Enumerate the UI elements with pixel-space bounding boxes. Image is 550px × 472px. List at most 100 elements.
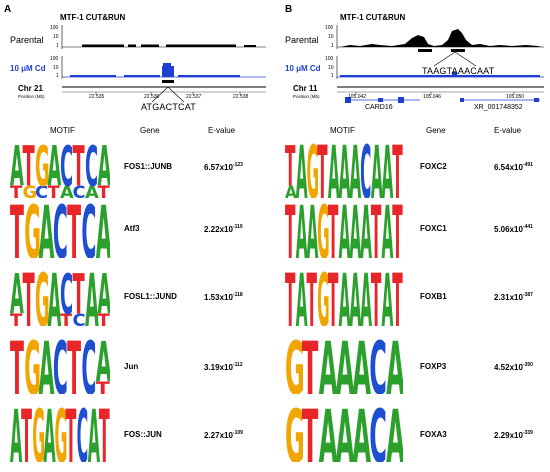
panel-a-position: 22.536 xyxy=(144,94,160,100)
panel-b-parental-label: Parental xyxy=(285,35,319,45)
logo-letter: A xyxy=(88,406,100,462)
panel-a-tick: 10 xyxy=(53,34,59,40)
logo-letter: A xyxy=(319,406,338,462)
panel-b-sequence: TAAGTAAACAAT xyxy=(422,66,495,76)
logo-letter: G xyxy=(54,406,67,462)
panel-a-position-label: Position (Mb) xyxy=(18,94,45,99)
table-b-evalue: 2.29x10-339 xyxy=(494,430,533,440)
logo-letter: G xyxy=(24,202,41,258)
panel-b-letter: B xyxy=(285,4,293,15)
logo-letter: T xyxy=(371,202,381,258)
logo-letter: A xyxy=(296,202,308,258)
logo-letter: A xyxy=(48,270,62,326)
table-a-gene: FOS::JUN xyxy=(124,430,162,439)
logo-letter: C xyxy=(85,142,98,198)
logo-letter: A xyxy=(48,142,62,198)
logo-letter: T xyxy=(328,202,338,258)
panel-b-title: MTF-1 CUT&RUN xyxy=(340,13,406,22)
logo-letter: A xyxy=(336,338,355,394)
logo-letter: A xyxy=(371,142,383,198)
logo-letter: A xyxy=(306,202,318,258)
panel-b-chromosome: Chr 11 xyxy=(293,84,318,93)
logo-letter: T xyxy=(285,270,295,326)
panel-a-position: 22.535 xyxy=(89,94,105,100)
panel-a-cd-label: 10 μM Cd xyxy=(10,64,46,73)
panel-b-gene-label: XR_001748352 xyxy=(474,104,523,111)
logo-letter: A xyxy=(10,270,24,326)
table-a-gene: FOS1::JUNB xyxy=(124,162,173,171)
logo-letter: T xyxy=(67,338,81,394)
logo-letter: A xyxy=(339,142,351,198)
table-b-header-gene: Gene xyxy=(426,126,446,135)
table-a-gene: Jun xyxy=(124,362,139,371)
logo-letter: A xyxy=(96,202,110,258)
logo-letter: A xyxy=(39,202,55,258)
logo-letter: C xyxy=(369,338,387,394)
logo-letter: T xyxy=(285,142,296,198)
table-a-header-evalue: E-value xyxy=(208,126,236,135)
logo-letter: T xyxy=(66,406,77,462)
panel-a-position: 22.537 xyxy=(186,94,202,100)
table-b-gene: FOXB1 xyxy=(420,292,447,301)
logo-letter: A xyxy=(39,338,55,394)
logo-letter: G xyxy=(306,142,319,198)
logo-letter: C xyxy=(53,338,68,394)
logo-letter: T xyxy=(99,406,110,462)
logo-letter: C xyxy=(360,142,371,198)
logo-letter: T xyxy=(302,338,318,394)
logo-letter: C xyxy=(81,202,96,258)
logo-letter: A xyxy=(98,142,111,198)
logo-letter: A xyxy=(349,142,361,198)
logo-letter: A xyxy=(85,270,99,326)
panel-a-position: 22.538 xyxy=(233,94,249,100)
logo-letter: A xyxy=(360,270,372,326)
table-b-gene: FOXP3 xyxy=(420,362,447,371)
panel-b-tick: 100 xyxy=(325,56,334,62)
table-a-evalue: 6.57x10-123 xyxy=(204,162,243,172)
panel-a-letter: A xyxy=(4,4,12,15)
panel-a-parental-label: Parental xyxy=(10,35,44,45)
logo-letter: G xyxy=(32,406,45,462)
logo-letter: T xyxy=(371,270,381,326)
panel-a-chromosome: Chr 21 xyxy=(18,84,43,93)
logo-letter: G xyxy=(35,270,50,326)
table-b-header-motif: MOTIF xyxy=(330,126,355,135)
logo-letter: C xyxy=(369,406,387,462)
logo-letter: A xyxy=(336,406,355,462)
logo-letter: A xyxy=(98,270,111,326)
logo-letter: G xyxy=(285,406,305,462)
logo-letter: T xyxy=(302,406,318,462)
logo-letter: A xyxy=(339,270,351,326)
logo-letter: A xyxy=(349,270,361,326)
logo-letter: T xyxy=(317,142,327,198)
logo-letter: G xyxy=(285,338,305,394)
logo-letter: A xyxy=(296,270,308,326)
logo-letter: A xyxy=(319,338,338,394)
panel-b-position: 105.046 xyxy=(423,94,442,100)
table-b-evalue: 5.06x10-441 xyxy=(494,224,533,234)
logo-letter: T xyxy=(23,270,35,326)
table-b-gene: FOXC1 xyxy=(420,224,447,233)
panel-b-gene-label: CARD16 xyxy=(365,104,393,111)
panel-a-tracks xyxy=(61,25,266,103)
logo-letter: C xyxy=(81,338,96,394)
logo-letter: C xyxy=(60,270,73,326)
logo-letter: A xyxy=(360,202,372,258)
logo-letter: T xyxy=(96,380,110,394)
table-a-evalue: 2.22x10-119 xyxy=(204,224,243,234)
panel-b-cd-label: 10 μM Cd xyxy=(285,64,321,73)
logo-letter: A xyxy=(10,142,24,198)
logo-letter: T xyxy=(328,270,338,326)
panel-a-tick: 1 xyxy=(56,73,59,79)
logo-letter: T xyxy=(23,142,35,198)
logo-letter: A xyxy=(386,338,403,394)
logo-letter: A xyxy=(285,182,297,198)
logo-letter: A xyxy=(349,202,361,258)
panel-b-position: 105.050 xyxy=(506,94,525,100)
